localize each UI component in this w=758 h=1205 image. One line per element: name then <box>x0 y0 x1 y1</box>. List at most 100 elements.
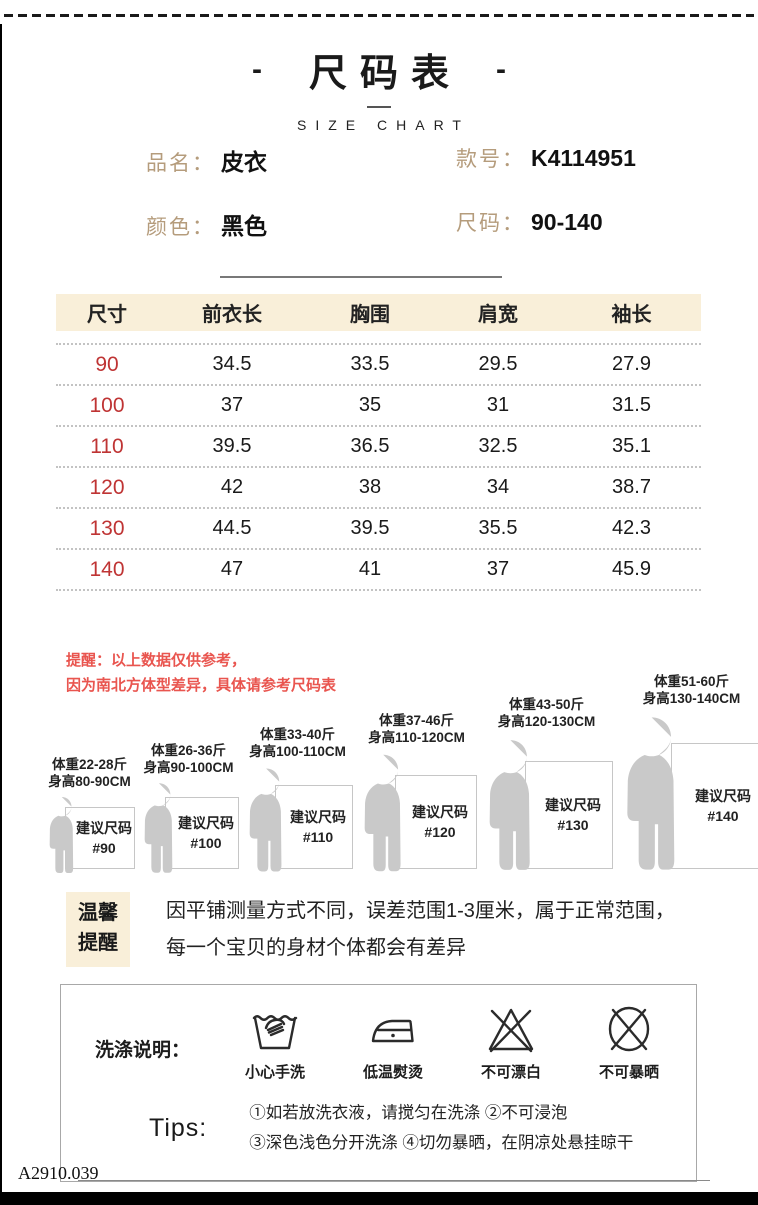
iron-low-temp-icon <box>371 1019 414 1043</box>
measure-cell: 36.5 <box>350 435 390 457</box>
washing-row: 洗涤说明： 小心手洗 <box>61 985 696 1082</box>
table-row: 140 47 41 37 45.9 <box>56 550 701 591</box>
measure-cell: 34 <box>486 476 510 498</box>
measure-cell: 37 <box>486 558 510 580</box>
column-header: 尺寸 <box>87 304 127 326</box>
table-row: 120 42 38 34 38.7 <box>56 468 701 509</box>
style-number-field: 款号： K4114951 <box>456 143 636 177</box>
measure-cell: 31.5 <box>612 394 651 416</box>
size-range-field: 尺码： 90-140 <box>456 207 636 241</box>
child-silhouette-icon <box>356 751 408 875</box>
measure-cell: 35.5 <box>478 517 518 539</box>
advice-size-box: 建议尺码 #140 <box>671 743 758 869</box>
tips-row: Tips: ①如若放洗衣液，请搅匀在洗涤 ②不可浸泡 ③深色浅色分开洗涤 ④切勿… <box>61 1082 696 1158</box>
size-cell: 140 <box>89 557 125 581</box>
style-number-value: K4114951 <box>531 145 636 171</box>
page-title: 尺码表 <box>308 53 462 95</box>
product-info: 品名： 皮衣 款号： K4114951 颜色： 黑色 尺码： 90-140 <box>146 143 636 241</box>
wash-icon-item: 不可暴晒 <box>570 1001 688 1082</box>
title-divider <box>367 106 391 108</box>
page-subtitle: SIZE CHART <box>297 117 470 133</box>
warm-notice-text: 因平铺测量方式不同，误差范围1-3厘米，属于正常范围， 每一个宝贝的身材个体都会… <box>166 900 675 959</box>
column-header: 肩宽 <box>478 304 518 326</box>
color-label: 颜色： <box>146 216 215 239</box>
bottom-black-bar <box>0 1192 758 1205</box>
product-name-value: 皮衣 <box>221 149 267 175</box>
measure-cell: 35 <box>358 394 382 416</box>
table-body: 90 34.5 33.5 29.5 27.9 100 37 35 31 31.5… <box>56 343 701 591</box>
tips-text: ①如若放洗衣液，请搅匀在洗涤 ②不可浸泡 ③深色浅色分开洗涤 ④切勿暴晒，在阴凉… <box>249 1104 634 1152</box>
wash-icon-item: 不可漂白 <box>452 1001 570 1082</box>
child-silhouette-icon <box>44 795 78 875</box>
measure-cell: 38.7 <box>612 476 651 498</box>
size-figure-130: 体重43-50斤 身高120-130CM 建议尺码 #130 <box>480 696 613 875</box>
figure-measure-text: 体重22-28斤 身高80-90CM <box>48 757 131 789</box>
measure-cell: 34.5 <box>212 353 252 375</box>
measure-cell: 37 <box>220 394 244 416</box>
advice-size-box: 建议尺码 #130 <box>525 761 613 869</box>
table-row: 90 34.5 33.5 29.5 27.9 <box>56 345 701 386</box>
child-silhouette-icon <box>480 735 538 875</box>
title-dash-left: - <box>251 52 262 86</box>
size-cell: 120 <box>89 475 125 499</box>
reminder-line-2: 因为南北方体型差异，具体请参考尺码表 <box>66 677 337 694</box>
measure-cell: 29.5 <box>478 353 518 375</box>
table-header-row: 尺寸 前衣长 胸围 肩宽 袖长 <box>56 294 701 331</box>
measure-cell: 47 <box>220 558 244 580</box>
warm-notice-badge: 温馨 提醒 <box>66 892 130 967</box>
column-header: 胸围 <box>350 304 390 326</box>
color-field: 颜色： 黑色 <box>146 207 456 241</box>
warm-notice: 温馨 提醒 因平铺测量方式不同，误差范围1-3厘米，属于正常范围， 每一个宝贝的… <box>66 892 675 967</box>
child-silhouette-icon <box>242 765 288 875</box>
advice-size-box: 建议尺码 #100 <box>165 797 239 869</box>
size-cell: 90 <box>95 352 119 376</box>
measure-cell: 32.5 <box>478 435 518 457</box>
figure-measure-text: 体重43-50斤 身高120-130CM <box>497 697 596 729</box>
care-instructions-box: 洗涤说明： 小心手洗 <box>60 984 697 1182</box>
measure-cell: 31 <box>486 394 510 416</box>
size-range-label: 尺码： <box>456 212 525 235</box>
figure-measure-text: 体重33-40斤 身高100-110CM <box>249 727 346 759</box>
size-figure-140: 体重51-60斤 身高130-140CM 建议尺码 #140 <box>616 673 758 875</box>
product-name-label: 品名： <box>146 152 215 175</box>
child-silhouette-icon <box>138 781 178 875</box>
table-row: 130 44.5 39.5 35.5 42.3 <box>56 509 701 550</box>
reference-reminder: 提醒：以上数据仅供参考， 因为南北方体型差异，具体请参考尺码表 <box>66 648 336 698</box>
wash-caption: 小心手洗 <box>245 1064 306 1081</box>
washing-label: 洗涤说明： <box>95 1040 191 1061</box>
wash-caption: 低温熨烫 <box>363 1064 424 1081</box>
measure-cell: 39.5 <box>212 435 252 457</box>
footer-divider-line <box>78 1180 710 1181</box>
size-cell: 110 <box>90 434 124 458</box>
wash-icon-item: 低温熨烫 <box>334 1001 452 1082</box>
wash-caption: 不可漂白 <box>481 1064 542 1081</box>
table-row: 110 39.5 36.5 32.5 35.1 <box>56 427 701 468</box>
size-figure-100: 体重26-36斤 身高90-100CM 建议尺码 #100 <box>138 742 239 875</box>
measure-cell: 38 <box>358 476 382 498</box>
size-cell: 130 <box>89 516 125 540</box>
size-figure-110: 体重33-40斤 身高100-110CM 建议尺码 #110 <box>242 726 353 875</box>
advice-size-box: 建议尺码 #90 <box>65 807 135 869</box>
table-top-divider <box>220 276 502 278</box>
measure-cell: 41 <box>358 558 382 580</box>
hand-wash-icon <box>252 1015 298 1050</box>
table-row: 100 37 35 31 31.5 <box>56 386 701 427</box>
wash-caption: 不可暴晒 <box>599 1064 660 1081</box>
measure-cell: 35.1 <box>612 435 651 457</box>
figure-measure-text: 体重37-46斤 身高110-120CM <box>368 713 465 745</box>
no-bleach-icon <box>488 1008 534 1053</box>
size-figure-120: 体重37-46斤 身高110-120CM 建议尺码 #120 <box>356 712 477 875</box>
measure-cell: 42 <box>220 476 244 498</box>
measure-cell: 33.5 <box>350 353 390 375</box>
measure-cell: 39.5 <box>350 517 390 539</box>
measure-cell: 45.9 <box>612 558 651 580</box>
size-cell: 100 <box>89 393 125 417</box>
wash-icon-item: 小心手洗 <box>216 1001 334 1082</box>
reminder-line-1: 提醒：以上数据仅供参考， <box>66 652 247 669</box>
column-header: 前衣长 <box>202 304 262 326</box>
size-table: 尺寸 前衣长 胸围 肩宽 袖长 90 34.5 33.5 29.5 27.9 1… <box>56 294 701 591</box>
size-figure-90: 体重22-28斤 身高80-90CM 建议尺码 #90 <box>44 756 135 875</box>
measure-cell: 27.9 <box>612 353 651 375</box>
size-range-value: 90-140 <box>531 209 603 235</box>
